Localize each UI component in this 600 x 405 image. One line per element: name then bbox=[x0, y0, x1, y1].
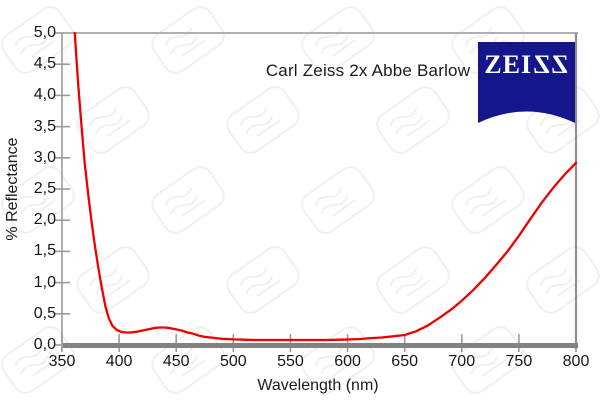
y-tick-label: 3,0 bbox=[33, 148, 56, 166]
chart-title: Carl Zeiss 2x Abbe Barlow bbox=[265, 61, 471, 80]
x-axis-title: Wavelength (nm) bbox=[257, 377, 379, 394]
y-tick-label: 0,0 bbox=[33, 336, 56, 353]
x-tick-label: 600 bbox=[334, 353, 361, 370]
zeiss-letter: E bbox=[502, 50, 521, 79]
x-tick-label: 400 bbox=[105, 353, 133, 370]
y-tick-label: 2,5 bbox=[33, 180, 56, 197]
y-tick-label: 4,0 bbox=[33, 86, 56, 104]
zeiss-logo: ZEIZZ bbox=[478, 42, 575, 123]
y-tick-label: 1,0 bbox=[33, 273, 56, 291]
x-tick-label: 550 bbox=[277, 353, 304, 370]
zeiss-logo-text: ZEIZZ bbox=[478, 50, 575, 80]
x-tick-label: 500 bbox=[219, 353, 247, 370]
x-axis-line bbox=[63, 343, 578, 348]
y-tick-label: 4,5 bbox=[33, 55, 56, 73]
y-tick-label: 3,5 bbox=[33, 117, 56, 135]
y-tick-label: 1,5 bbox=[33, 242, 56, 260]
zeiss-letter: Z bbox=[532, 50, 551, 79]
y-tick-label: 5,0 bbox=[33, 24, 56, 41]
x-tick-label: 700 bbox=[448, 353, 476, 370]
y-tick-label: 2,0 bbox=[33, 211, 56, 229]
zeiss-letter: I bbox=[520, 50, 533, 79]
zeiss-letter: Z bbox=[484, 50, 503, 79]
x-tick-label: 350 bbox=[48, 353, 76, 370]
zeiss-flag-shape bbox=[478, 42, 575, 123]
x-tick-label: 800 bbox=[562, 353, 590, 370]
y-tick-label: 0,5 bbox=[33, 304, 56, 322]
x-tick-label: 650 bbox=[391, 353, 418, 370]
x-tick-label: 750 bbox=[505, 353, 533, 370]
zeiss-letter: Z bbox=[550, 50, 569, 79]
reflectance-curve bbox=[73, 31, 578, 342]
x-tick-label: 450 bbox=[162, 353, 190, 370]
